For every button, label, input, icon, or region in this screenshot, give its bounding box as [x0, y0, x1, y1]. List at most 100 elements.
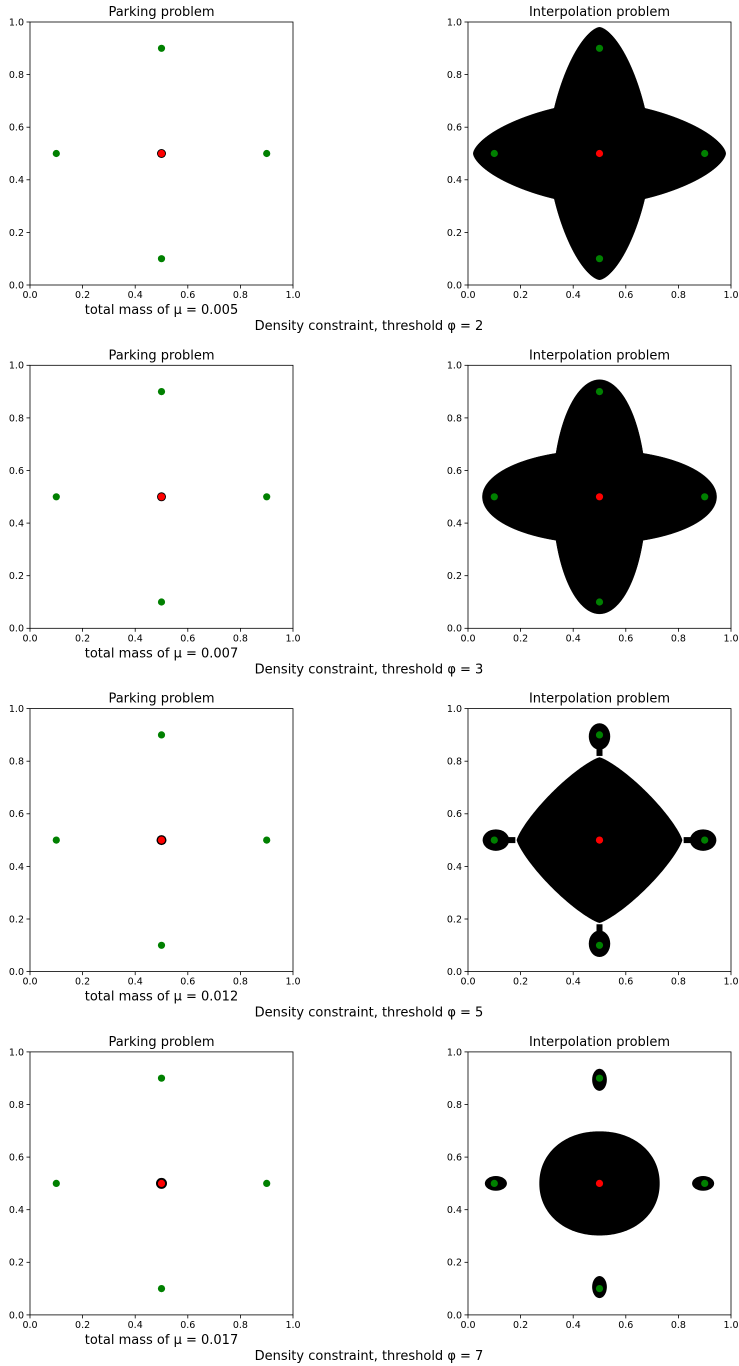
red-point [595, 836, 604, 844]
red-point [157, 836, 166, 844]
chart-row: 0.00.00.20.20.40.40.60.60.80.81.01.0Park… [9, 1035, 739, 1364]
green-point [157, 388, 166, 396]
x-tick-label: 0.2 [513, 977, 528, 988]
green-point [595, 731, 604, 739]
red-point [157, 1179, 166, 1187]
y-tick-label: 0.2 [9, 1258, 24, 1269]
x-tick-label: 0.0 [22, 977, 37, 988]
y-tick-label: 0.8 [9, 757, 24, 768]
y-tick-label: 1.0 [9, 704, 24, 715]
y-tick-label: 0.2 [447, 228, 462, 239]
mass-label: total mass of μ = 0.007 [85, 646, 238, 661]
y-tick-label: 0.2 [9, 228, 24, 239]
y-tick-label: 0.8 [447, 1100, 462, 1111]
x-tick-label: 0.0 [460, 977, 475, 988]
y-tick-label: 0.6 [9, 123, 24, 134]
x-tick-label: 0.8 [233, 290, 248, 301]
y-tick-label: 0.0 [9, 624, 24, 635]
panel-title: Parking problem [108, 1035, 214, 1050]
axes-frame [29, 21, 294, 286]
panel-title: Interpolation problem [529, 5, 670, 20]
x-tick-label: 0.2 [513, 1320, 528, 1331]
y-tick-label: 0.6 [447, 1153, 462, 1164]
green-point [595, 388, 604, 396]
region-neck [683, 837, 698, 844]
y-tick-label: 0.4 [9, 175, 24, 186]
y-tick-label: 0.6 [447, 466, 462, 477]
x-tick-label: 0.4 [566, 633, 581, 644]
red-point [595, 149, 604, 158]
axes-frame [467, 21, 732, 286]
x-tick-label: 0.8 [671, 977, 686, 988]
y-tick-label: 0.0 [447, 967, 462, 978]
axes-frame [467, 364, 732, 629]
chart-row: 0.00.00.20.20.40.40.60.60.80.81.01.0Park… [9, 692, 739, 1021]
region-neck [596, 742, 603, 756]
region-neck [596, 924, 603, 938]
interpolation-panel: 0.00.0 0.2 0.2 0.4 0.4 0.6 0.6 0.8 0.8 1.0 1.0 Inte… [447, 348, 739, 644]
x-tick-label: 0.2 [75, 977, 90, 988]
x-tick-label: 0.0 [460, 1320, 475, 1331]
interpolation-panel: 0.00.0 0.2 0.2 0.4 0.4 0.6 0.6 0.8 0.8 1.0 1.0 Inte… [447, 5, 739, 301]
green-point [157, 1074, 166, 1082]
x-tick-label: 0.4 [128, 290, 143, 301]
x-tick-label: 0.8 [671, 290, 686, 301]
x-tick-label: 0.0 [22, 290, 37, 301]
green-point [52, 493, 60, 501]
chart-row: 0.00.00.20.20.40.40.60.60.80.81.01.0Park… [9, 348, 739, 677]
x-tick-label: 0.4 [566, 977, 581, 988]
y-tick-label: 0.0 [447, 1310, 462, 1321]
y-tick-label: 0.6 [447, 123, 462, 134]
y-tick-label: 0.8 [9, 1100, 24, 1111]
x-tick-label: 0.4 [566, 1320, 581, 1331]
x-tick-label: 0.8 [233, 977, 248, 988]
x-tick-label: 1.0 [723, 633, 738, 644]
y-tick-label: 0.4 [447, 1205, 462, 1216]
green-point [595, 1285, 604, 1293]
x-tick-label: 0.6 [180, 633, 195, 644]
green-point [490, 493, 498, 501]
red-point [595, 1179, 604, 1187]
green-point [157, 941, 166, 949]
x-tick-label: 0.6 [618, 290, 633, 301]
green-point [263, 493, 271, 501]
y-tick-label: 0.4 [447, 862, 462, 873]
y-tick-label: 0.2 [9, 571, 24, 582]
red-point [157, 149, 166, 158]
y-tick-label: 0.8 [9, 70, 24, 81]
x-tick-label: 0.4 [566, 290, 581, 301]
x-tick-label: 0.8 [233, 1320, 248, 1331]
y-tick-label: 0.8 [447, 413, 462, 424]
interpolation-panel: 0.00.0 0.2 0.2 0.4 0.4 0.6 0.6 0.8 0.8 1.0 1.0 Inte… [447, 1035, 739, 1331]
x-tick-label: 0.0 [22, 1320, 37, 1331]
green-point [595, 1074, 604, 1082]
parking-panel: 0.00.0 0.2 0.2 0.4 0.4 0.6 0.6 0.8 0.8 1.0 1.0 Park… [9, 348, 301, 661]
y-tick-label: 0.0 [447, 624, 462, 635]
axes-frame [29, 364, 294, 629]
region-neck [501, 837, 516, 844]
y-tick-label: 1.0 [9, 361, 24, 372]
x-tick-label: 1.0 [723, 1320, 738, 1331]
x-tick-label: 1.0 [723, 290, 738, 301]
interpolation-panel: 0.00.0 0.2 0.2 0.4 0.4 0.6 0.6 0.8 0.8 1.0 1.0 Inte… [447, 692, 739, 988]
y-tick-label: 0.4 [447, 519, 462, 530]
y-tick-label: 1.0 [9, 1047, 24, 1058]
parking-panel: 0.00.0 0.2 0.2 0.4 0.4 0.6 0.6 0.8 0.8 1.0 1.0 Park… [9, 692, 301, 1005]
y-tick-label: 0.2 [447, 571, 462, 582]
x-tick-label: 1.0 [723, 977, 738, 988]
green-point [157, 255, 166, 263]
x-tick-label: 0.2 [513, 633, 528, 644]
y-tick-label: 0.6 [9, 1153, 24, 1164]
y-tick-label: 0.8 [447, 70, 462, 81]
y-tick-label: 0.8 [9, 413, 24, 424]
green-point [701, 493, 709, 501]
y-tick-label: 1.0 [9, 17, 24, 28]
x-tick-label: 1.0 [285, 1320, 300, 1331]
x-tick-label: 0.6 [180, 290, 195, 301]
green-point [595, 44, 604, 52]
x-tick-label: 0.2 [75, 290, 90, 301]
x-tick-label: 0.6 [618, 633, 633, 644]
y-tick-label: 0.6 [9, 466, 24, 477]
green-point [52, 149, 60, 158]
